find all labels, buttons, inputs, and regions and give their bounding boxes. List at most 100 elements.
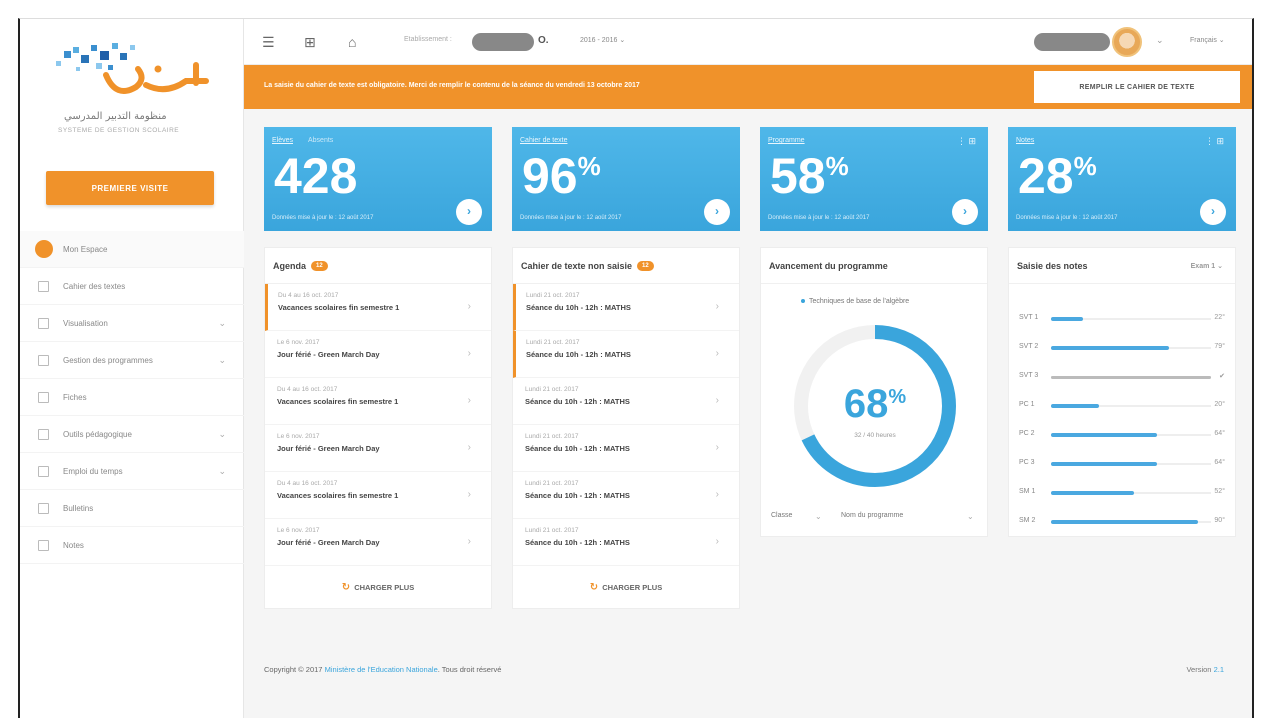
list-item[interactable]: Lundi 21 oct. 2017 Séance du 10h - 12h : … xyxy=(513,378,739,425)
grade-label: SM 2 xyxy=(1019,517,1036,524)
chevron-down-icon: ⌄ xyxy=(1217,263,1223,270)
sidebar-item-5[interactable]: Outils pédagogique ⌄ xyxy=(20,416,244,453)
program-select[interactable]: Nom du programme ⌄ xyxy=(841,512,977,521)
grid-icon[interactable]: ⋮ ⊞ xyxy=(956,136,976,146)
progress-title: Avancement du programme xyxy=(769,260,888,271)
grade-label: SVT 2 xyxy=(1019,343,1039,350)
sidebar: منظومة التدبير المدرسي SYSTEME DE GESTIO… xyxy=(20,19,244,718)
list-item[interactable]: Le 6 nov. 2017 Jour férié - Green March D… xyxy=(265,331,491,378)
chevron-right-icon[interactable]: › xyxy=(1200,199,1226,225)
stat-title[interactable]: Programme xyxy=(768,137,805,144)
class-select[interactable]: Classe ⌄ xyxy=(771,512,827,521)
item-title: Vacances scolaires fin semestre 1 xyxy=(277,397,399,406)
list-item[interactable]: Lundi 21 oct. 2017 Séance du 10h - 12h : … xyxy=(513,472,739,519)
grade-value: 79° xyxy=(1214,343,1225,350)
chevron-right-icon: › xyxy=(715,536,719,547)
item-date: Du 4 au 16 oct. 2017 xyxy=(277,386,338,393)
exam-filter-value: Exam 1 xyxy=(1190,263,1216,270)
stat-updated-text: Données mise à jour le : 12 août 2017 xyxy=(520,215,622,221)
item-title: Jour férié - Green March Day xyxy=(277,444,380,453)
sidebar-item-3[interactable]: Gestion des programmes ⌄ xyxy=(20,342,244,379)
stat-title[interactable]: Notes xyxy=(1016,137,1034,144)
sidebar-item-4[interactable]: Fiches xyxy=(20,379,244,416)
cahier-load-more-button[interactable]: ↻ CHARGER PLUS xyxy=(513,566,739,608)
sidebar-item-label: Mon Espace xyxy=(63,244,108,254)
school-year-select[interactable]: 2016 - 2016 ⌄ xyxy=(580,36,625,44)
ministry-link[interactable]: Ministère de l'Education Nationale xyxy=(324,665,438,674)
list-item[interactable]: Du 4 au 16 oct. 2017 Vacances scolaires f… xyxy=(265,378,491,425)
agenda-header: Agenda 12 xyxy=(265,248,491,284)
version-label: Version xyxy=(1186,665,1212,674)
grid-icon[interactable]: ⋮ ⊞ xyxy=(1204,136,1224,146)
cahier-title: Cahier de texte non saisie xyxy=(521,260,633,271)
grade-row[interactable]: SM 1 52° xyxy=(1019,488,1229,498)
fill-textbook-button[interactable]: REMPLIR LE CAHIER DE TEXTE xyxy=(1034,71,1240,103)
list-icon xyxy=(38,354,49,366)
grade-track xyxy=(1051,520,1211,524)
chevron-right-icon[interactable]: › xyxy=(952,199,978,225)
grade-row[interactable]: PC 1 20° xyxy=(1019,401,1229,411)
agenda-panel: Agenda 12 Du 4 au 16 oct. 2017 Vacances s… xyxy=(264,247,492,609)
agenda-load-more-button[interactable]: ↻ CHARGER PLUS xyxy=(265,566,491,608)
menu-icon[interactable]: ☰ xyxy=(262,34,275,50)
calendar-icon xyxy=(38,465,49,477)
copyright-text: Copyright © 2017 xyxy=(264,665,323,674)
grade-row[interactable]: SM 2 90° xyxy=(1019,517,1229,527)
sidebar-item-7[interactable]: Bulletins xyxy=(20,490,244,527)
grade-row[interactable]: SVT 1 22° xyxy=(1019,314,1229,324)
chevron-right-icon[interactable]: › xyxy=(704,199,730,225)
grade-value: 22° xyxy=(1214,314,1225,321)
list-item[interactable]: Lundi 21 oct. 2017 Séance du 10h - 12h : … xyxy=(513,331,739,378)
item-date: Le 6 nov. 2017 xyxy=(277,433,320,440)
grade-label: SVT 1 xyxy=(1019,314,1039,321)
stat-title-text: Elèves xyxy=(272,137,294,144)
first-visit-button[interactable]: PREMIERE VISITE xyxy=(46,171,214,205)
apps-grid-icon[interactable]: ⊞ xyxy=(304,34,316,50)
grade-track xyxy=(1051,317,1211,321)
grade-value: 90° xyxy=(1214,517,1225,524)
agenda-title: Agenda xyxy=(273,260,307,271)
grade-track xyxy=(1051,462,1211,466)
list-item[interactable]: Le 6 nov. 2017 Jour férié - Green March D… xyxy=(265,519,491,566)
chevron-right-icon: › xyxy=(467,442,471,453)
language-select[interactable]: Français ⌄ xyxy=(1190,36,1225,44)
home-icon[interactable]: ⌂ xyxy=(348,34,357,50)
grade-row[interactable]: SVT 3 ✔ xyxy=(1019,372,1229,382)
sidebar-item-8[interactable]: Notes xyxy=(20,527,244,564)
progress-donut xyxy=(794,325,956,487)
establishment-name-redacted xyxy=(472,33,534,51)
list-item[interactable]: Le 6 nov. 2017 Jour férié - Green March D… xyxy=(265,425,491,472)
list-item[interactable]: Lundi 21 oct. 2017 Séance du 10h - 12h : … xyxy=(513,425,739,472)
refresh-icon: ↻ xyxy=(341,581,351,593)
exam-filter-select[interactable]: Exam 1 ⌄ xyxy=(1191,262,1223,270)
chevron-down-icon: ⌄ xyxy=(218,429,226,439)
stat-title[interactable]: Elèves xyxy=(272,137,293,144)
file-icon xyxy=(38,391,49,403)
grade-label: PC 3 xyxy=(1019,459,1035,466)
cahier-panel: Cahier de texte non saisie 12 Lundi 21 o… xyxy=(512,247,740,609)
list-item[interactable]: Du 4 au 16 oct. 2017 Vacances scolaires f… xyxy=(265,284,491,331)
user-menu-chevron-icon[interactable]: ⌄ xyxy=(1156,35,1164,45)
sidebar-item-0[interactable]: Mon Espace xyxy=(20,231,244,268)
sidebar-item-2[interactable]: Visualisation ⌄ xyxy=(20,305,244,342)
avatar[interactable] xyxy=(1112,27,1142,57)
stat-extra-tab[interactable]: Absents xyxy=(308,137,334,144)
sidebar-item-1[interactable]: Cahier des textes xyxy=(20,268,244,305)
grade-row[interactable]: PC 3 64° xyxy=(1019,459,1229,469)
app-frame: منظومة التدبير المدرسي SYSTEME DE GESTIO… xyxy=(18,18,1254,718)
grade-row[interactable]: PC 2 64° xyxy=(1019,430,1229,440)
list-item[interactable]: Lundi 21 oct. 2017 Séance du 10h - 12h : … xyxy=(513,284,739,331)
grade-fill xyxy=(1051,491,1135,495)
grade-value: 52° xyxy=(1214,488,1225,495)
list-item[interactable]: Lundi 21 oct. 2017 Séance du 10h - 12h : … xyxy=(513,519,739,566)
chevron-right-icon[interactable]: › xyxy=(456,199,482,225)
stat-title[interactable]: Cahier de texte xyxy=(520,137,567,144)
cahier-badge: 12 xyxy=(637,260,654,271)
stat-title-text: Notes xyxy=(1016,137,1035,144)
grade-row[interactable]: SVT 2 79° xyxy=(1019,343,1229,353)
sidebar-item-6[interactable]: Emploi du temps ⌄ xyxy=(20,453,244,490)
sidebar-item-label: Notes xyxy=(63,540,84,550)
stat-value: 58% xyxy=(770,151,849,201)
list-item[interactable]: Du 4 au 16 oct. 2017 Vacances scolaires f… xyxy=(265,472,491,519)
grade-label: PC 1 xyxy=(1019,401,1035,408)
